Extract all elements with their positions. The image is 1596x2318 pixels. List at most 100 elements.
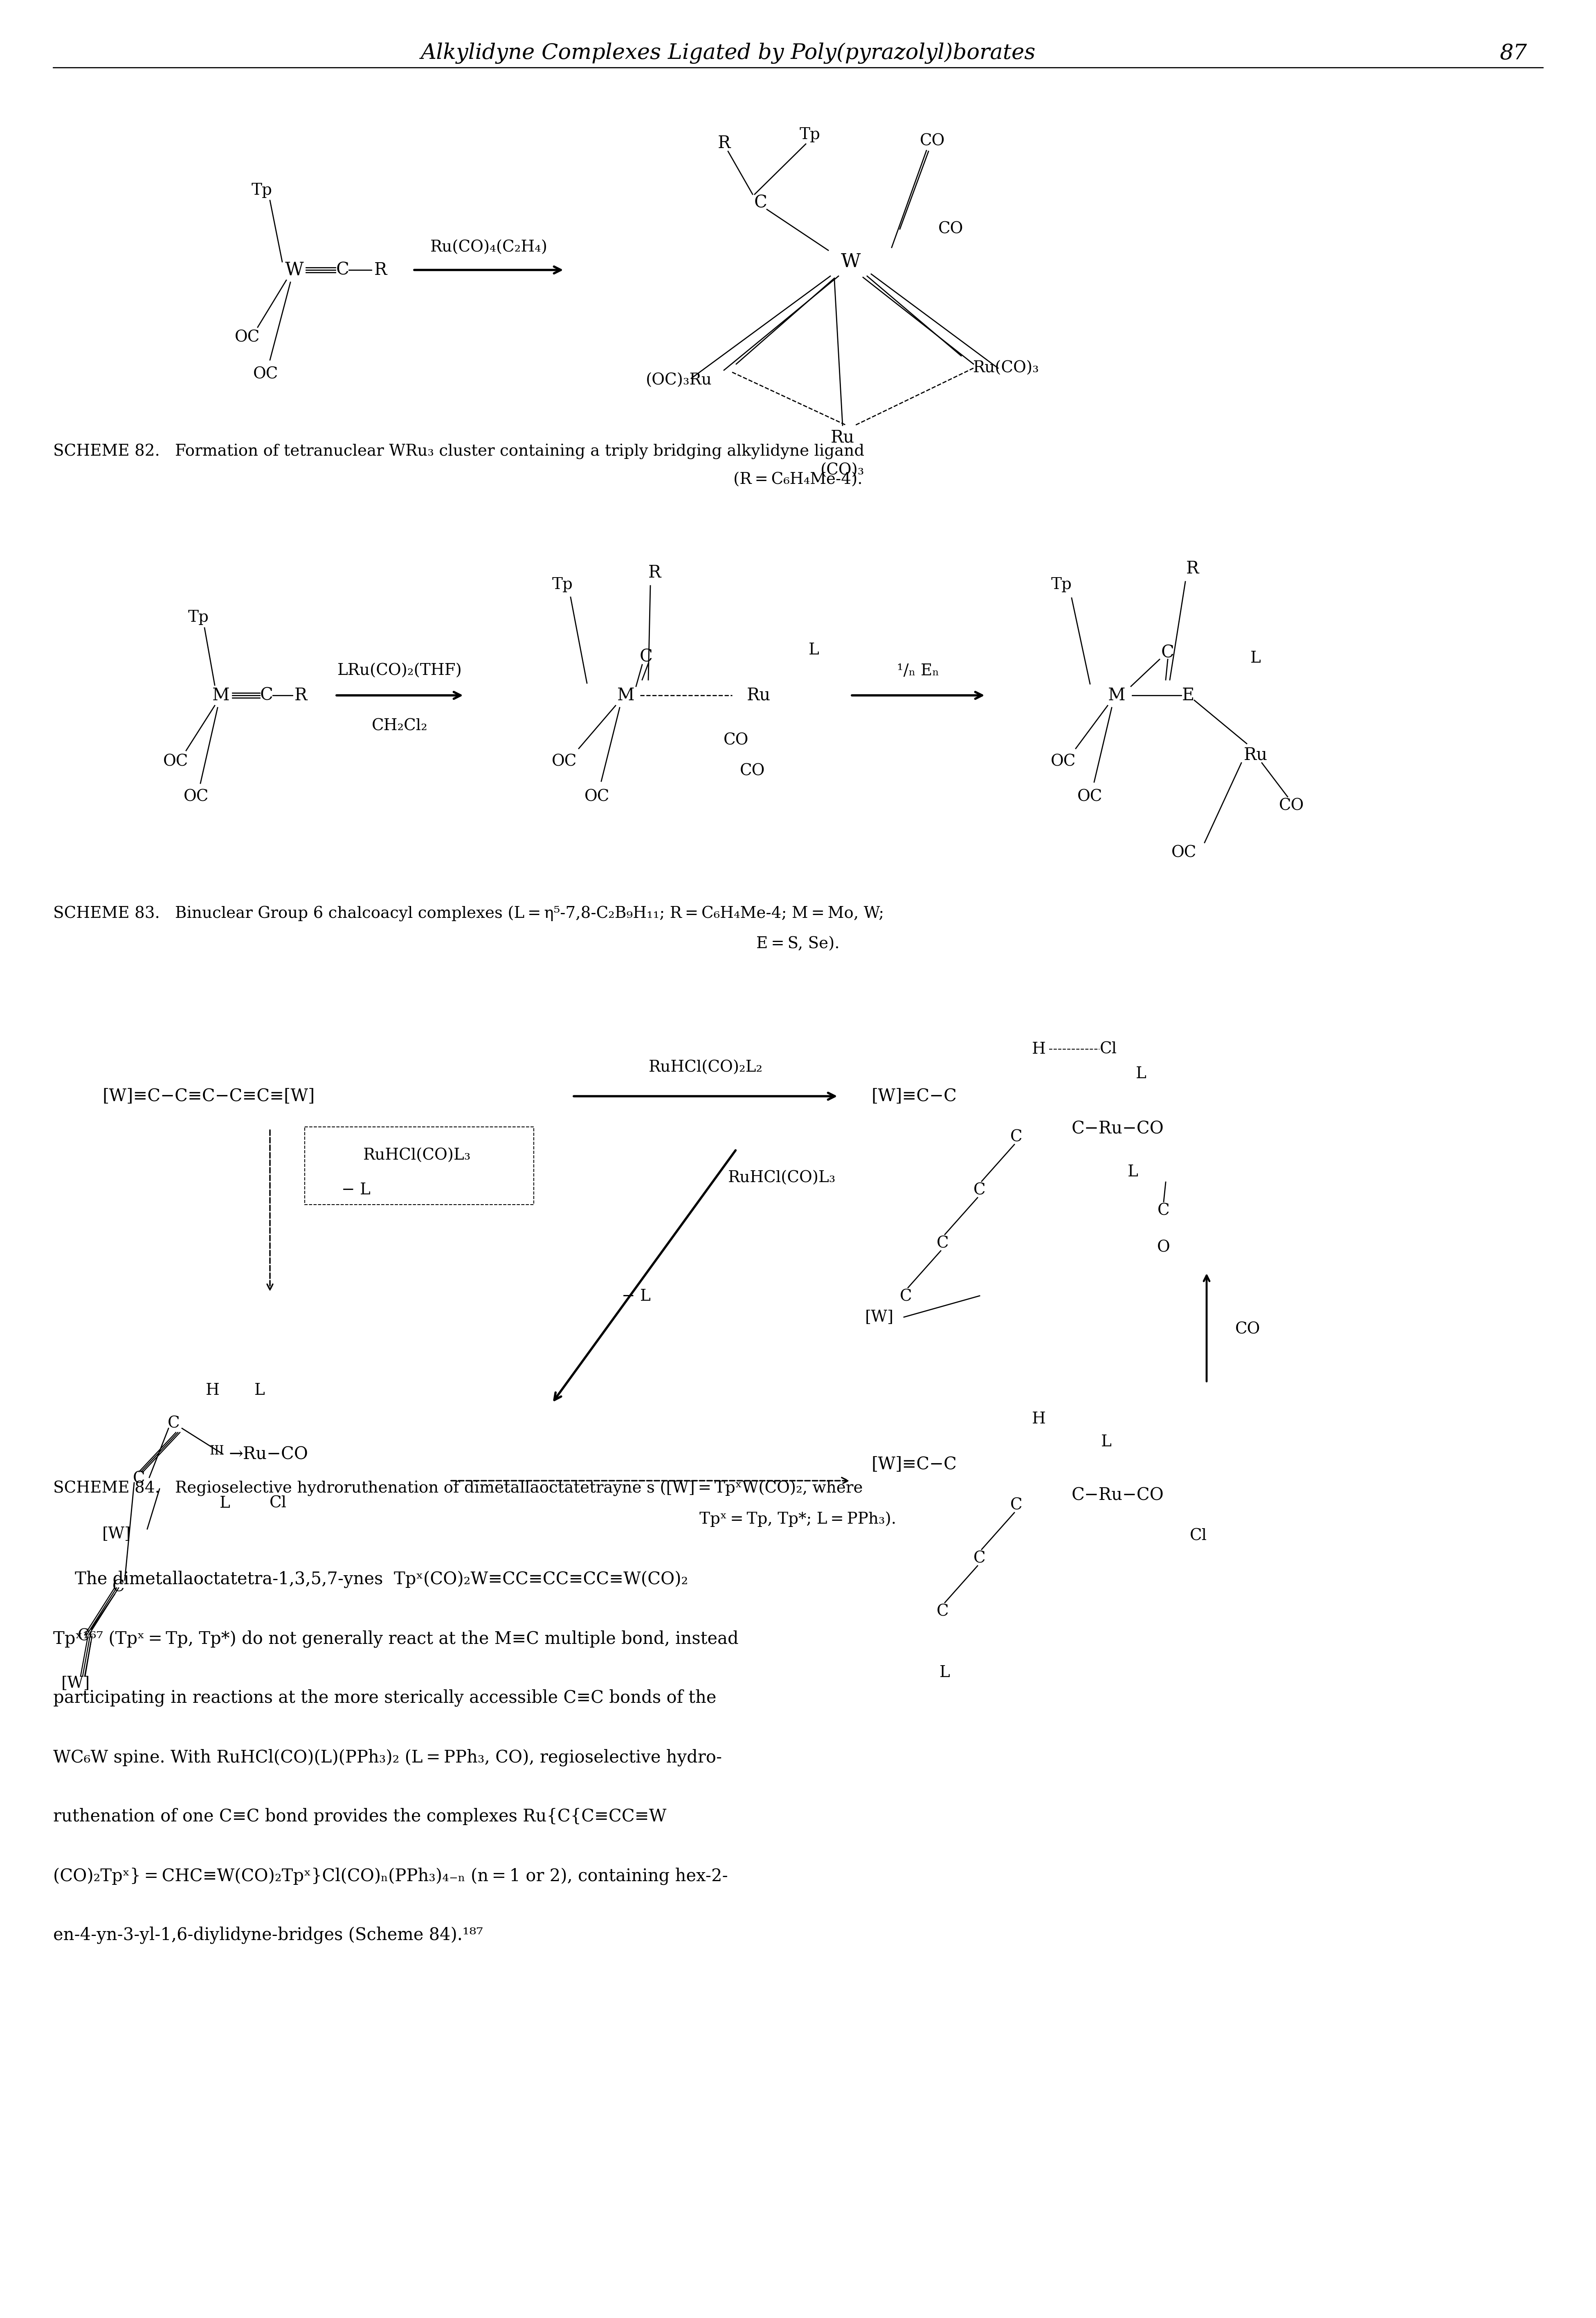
Text: (CO)₂Tpˣ} = CHC≡W(CO)₂Tpˣ}Cl(CO)ₙ(PPh₃)₄₋ₙ (n = 1 or 2), containing hex-2-: (CO)₂Tpˣ} = CHC≡W(CO)₂Tpˣ}Cl(CO)ₙ(PPh₃)₄… [53, 1868, 728, 1885]
Text: CO: CO [938, 223, 964, 236]
Text: OC: OC [584, 788, 610, 804]
Text: SCHEME 82.   Formation of tetranuclear WRu₃ cluster containing a triply bridging: SCHEME 82. Formation of tetranuclear WRu… [53, 443, 865, 459]
Text: WC₆W spine. With RuHCl(CO)(L)(PPh₃)₂ (L = PPh₃, CO), regioselective hydro-: WC₆W spine. With RuHCl(CO)(L)(PPh₃)₂ (L … [53, 1748, 721, 1766]
Text: C−Ru−CO: C−Ru−CO [1071, 1120, 1163, 1138]
Text: C: C [1157, 1203, 1170, 1219]
Text: L: L [1128, 1164, 1138, 1180]
Text: L: L [1250, 651, 1261, 665]
Text: R: R [648, 563, 661, 582]
Text: M: M [1108, 686, 1125, 705]
Text: [W]≡C−C: [W]≡C−C [871, 1087, 956, 1106]
Text: C: C [937, 1235, 950, 1252]
Text: C: C [337, 262, 350, 278]
Text: E = S, Se).: E = S, Se). [757, 936, 839, 953]
Text: [W]≡C−C≡C−C≡C≡[W]: [W]≡C−C≡C−C≡C≡[W] [102, 1087, 314, 1106]
Text: E: E [1183, 686, 1194, 705]
Text: ¹/ₙ Eₙ: ¹/ₙ Eₙ [897, 663, 940, 679]
Text: →Ru−CO: →Ru−CO [230, 1446, 308, 1463]
Text: Tp: Tp [251, 183, 273, 197]
Text: RuHCl(CO)₂L₂: RuHCl(CO)₂L₂ [648, 1059, 763, 1076]
Text: CO: CO [741, 763, 764, 779]
Text: C: C [78, 1630, 89, 1643]
Text: OC: OC [254, 366, 278, 382]
Text: H: H [206, 1384, 220, 1398]
Text: C: C [113, 1579, 124, 1595]
Text: CO: CO [723, 732, 749, 749]
Text: C: C [974, 1551, 986, 1567]
Text: OC: OC [163, 753, 188, 770]
Text: (R = C₆H₄Me-4).: (R = C₆H₄Me-4). [734, 473, 862, 487]
Text: Tpˣ¹⁶⁷ (Tpˣ = Tp, Tp*) do not generally react at the M≡C multiple bond, instead: Tpˣ¹⁶⁷ (Tpˣ = Tp, Tp*) do not generally … [53, 1630, 739, 1648]
Text: SCHEME 84.   Regioselective hydroruthenation of dimetallaoctatetrayne s ([W] = T: SCHEME 84. Regioselective hydroruthenati… [53, 1481, 863, 1497]
Text: OC: OC [1077, 788, 1103, 804]
Text: OC: OC [184, 788, 209, 804]
Text: H: H [1033, 1412, 1045, 1428]
Text: CO: CO [919, 134, 945, 148]
Text: R: R [718, 134, 731, 151]
Text: [W]: [W] [865, 1310, 894, 1324]
Text: RuHCl(CO)L₃: RuHCl(CO)L₃ [364, 1147, 471, 1164]
Text: Tp: Tp [188, 610, 209, 626]
Text: Cl: Cl [1100, 1041, 1117, 1057]
Text: W: W [286, 262, 303, 278]
Text: SCHEME 83.   Binuclear Group 6 chalcoacyl complexes (L = η⁵-7,8-C₂B₉H₁₁; R = C₆H: SCHEME 83. Binuclear Group 6 chalcoacyl … [53, 906, 884, 923]
Text: CO: CO [1235, 1321, 1261, 1337]
Text: RuHCl(CO)L₃: RuHCl(CO)L₃ [728, 1171, 836, 1184]
Text: L: L [809, 642, 819, 658]
Text: Ru: Ru [747, 686, 771, 705]
Text: L: L [220, 1495, 230, 1511]
Text: C: C [974, 1182, 986, 1198]
Text: C: C [132, 1472, 145, 1486]
Text: W: W [841, 253, 860, 271]
Text: L: L [1136, 1066, 1146, 1080]
Text: M: M [212, 686, 230, 705]
Text: [W]: [W] [61, 1676, 89, 1690]
Text: CO: CO [1278, 797, 1304, 814]
Text: CH₂Cl₂: CH₂Cl₂ [372, 719, 428, 732]
Text: C: C [900, 1289, 911, 1305]
Text: Alkylidyne Complexes Ligated by Poly(pyrazolyl)borates: Alkylidyne Complexes Ligated by Poly(pyr… [421, 42, 1036, 65]
Text: C: C [755, 195, 768, 211]
Text: The dimetallaoctatetra-1,3,5,7-ynes  Tpˣ(CO)₂W≡CC≡CC≡CC≡W(CO)₂: The dimetallaoctatetra-1,3,5,7-ynes Tpˣ(… [53, 1572, 688, 1588]
Text: R: R [1186, 561, 1199, 577]
Text: [W]≡C−C: [W]≡C−C [871, 1456, 956, 1472]
Text: C: C [1010, 1497, 1023, 1514]
Text: C−Ru−CO: C−Ru−CO [1071, 1486, 1163, 1504]
Text: R: R [373, 262, 386, 278]
Text: OC: OC [1050, 753, 1076, 770]
Text: Tpˣ = Tp, Tp*; L = PPh₃).: Tpˣ = Tp, Tp*; L = PPh₃). [699, 1511, 897, 1528]
Text: C: C [1162, 644, 1175, 661]
Text: O: O [1157, 1240, 1170, 1254]
Text: Ru: Ru [1243, 746, 1267, 763]
Text: C: C [168, 1416, 180, 1430]
Text: [W]: [W] [102, 1525, 131, 1541]
Text: ruthenation of one C≡C bond provides the complexes Ru{C{C≡CC≡W: ruthenation of one C≡C bond provides the… [53, 1808, 667, 1824]
Text: Ru(CO)₄(C₂H₄): Ru(CO)₄(C₂H₄) [429, 239, 547, 255]
Text: OC: OC [552, 753, 578, 770]
Text: C: C [260, 686, 273, 705]
Text: Tp: Tp [552, 577, 573, 593]
Text: 87: 87 [1500, 42, 1527, 63]
Text: LRu(CO)₂(THF): LRu(CO)₂(THF) [337, 663, 461, 679]
Text: C: C [640, 649, 653, 665]
Text: OC: OC [235, 329, 260, 345]
Text: − L: − L [342, 1182, 370, 1198]
Text: Cl: Cl [1191, 1528, 1207, 1544]
Text: Cl: Cl [270, 1495, 287, 1511]
Text: L: L [1101, 1435, 1112, 1449]
Text: Ru(CO)₃: Ru(CO)₃ [974, 362, 1039, 376]
Text: III: III [209, 1444, 223, 1458]
Text: Tp: Tp [800, 127, 820, 141]
Text: Ru: Ru [830, 429, 854, 447]
Text: en-4-yn-3-yl-1,6-diylidyne-bridges (Scheme 84).¹⁸⁷: en-4-yn-3-yl-1,6-diylidyne-bridges (Sche… [53, 1926, 484, 1945]
Text: participating in reactions at the more sterically accessible C≡C bonds of the: participating in reactions at the more s… [53, 1690, 717, 1706]
Text: M: M [618, 686, 635, 705]
Text: H: H [1033, 1041, 1045, 1057]
Text: (CO)₃: (CO)₃ [820, 464, 865, 478]
Text: OC: OC [1171, 846, 1197, 860]
Text: R: R [294, 686, 306, 705]
Text: − L: − L [621, 1289, 651, 1305]
Text: C: C [1010, 1129, 1023, 1145]
Text: (OC)₃Ru: (OC)₃Ru [646, 373, 712, 387]
Text: C: C [937, 1604, 950, 1620]
